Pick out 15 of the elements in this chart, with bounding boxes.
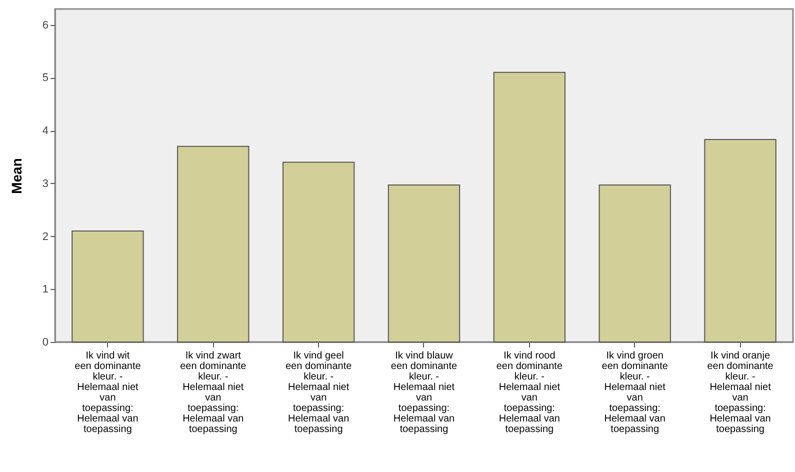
y-tick-label: 0 [42,336,48,348]
y-axis-title: Mean [8,158,24,194]
y-tick-label: 4 [42,125,48,138]
x-tick-label: Ik vind zwart een dominante kleur. - Helemaal niet van toepassing: Helemaal van toepassing [180,350,247,435]
y-tick-label: 1 [42,284,48,296]
y-tick-label: 3 [42,178,48,190]
x-tick-label: Ik vind wit een dominante kleur. - Helemaal niet van toepassing: Helemaal van toepassing [74,350,142,435]
y-tick-label: 6 [42,19,48,32]
y-tick-label: 5 [42,72,48,84]
x-tick-label: Ik vind rood een dominante kleur. - Helemaal niet van toepassing: Helemaal van toepassing [496,350,563,435]
y-tick-label: 2 [42,230,48,243]
x-tick-label: Ik vind geel een dominante kleur. - Helemaal niet van toepassing: Helemaal van toepassing [285,350,352,435]
x-tick-label: Ik vind oranje een dominante kleur. - Helemaal niet van toepassing: Helemaal van toepassing [707,350,774,435]
x-tick-label: Ik vind groen een dominante kleur. - Helemaal niet van toepassing: Helemaal van toepassing [602,350,668,435]
x-tick-label: Ik vind blauw een dominante kleur. - Helemaal niet van toepassing: Helemaal van toepassing [390,350,458,435]
